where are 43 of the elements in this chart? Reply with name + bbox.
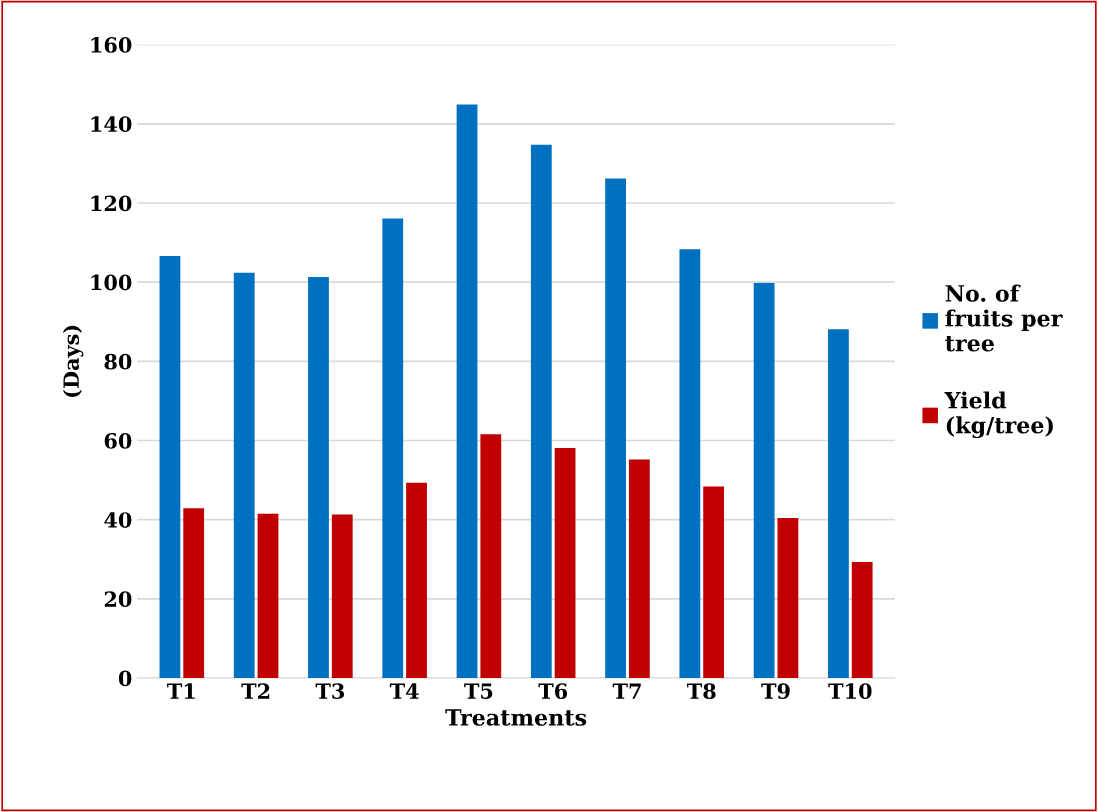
legend-label: No. of fruits per tree [945, 284, 1063, 352]
bar [777, 518, 799, 679]
y-tick-label: 0 [118, 670, 132, 687]
bar [406, 482, 427, 679]
bar [382, 218, 404, 679]
y-tick-label: 100 [91, 274, 132, 291]
bar [183, 508, 205, 679]
bar [554, 448, 576, 679]
bar [530, 144, 552, 679]
bar [308, 277, 329, 679]
x-tick-label: T2 [241, 683, 270, 699]
bar [679, 249, 701, 679]
y-tick-label: 40 [104, 512, 132, 528]
x-tick-label: T10 [828, 683, 872, 700]
x-tick-label: T3 [315, 683, 345, 700]
x-tick-label: T4 [389, 683, 419, 699]
x-tick-label: T8 [686, 683, 716, 700]
y-tick-label: 140 [91, 116, 132, 133]
bar [703, 486, 725, 679]
y-tick-label: 60 [104, 432, 132, 449]
y-tick-label: 20 [104, 591, 132, 608]
bar [851, 562, 873, 679]
bar [331, 514, 353, 679]
x-tick-label: T7 [612, 683, 641, 699]
bar [628, 459, 650, 679]
y-axis-title: (Days) [62, 325, 84, 397]
x-tick-label: T6 [538, 683, 568, 700]
x-axis-title: Treatments [445, 709, 587, 726]
y-tick-label: 160 [91, 37, 132, 53]
x-tick-label: T5 [464, 683, 493, 700]
y-tick-label: 80 [104, 353, 132, 370]
legend-label: Yield (kg/tree) [944, 391, 1053, 439]
y-tick-label: 120 [91, 195, 132, 212]
bar [828, 329, 849, 679]
bar [257, 513, 279, 679]
bar [753, 282, 775, 679]
x-tick-label: T9 [761, 683, 790, 700]
bar [159, 256, 181, 679]
x-tick-label: T1 [167, 683, 195, 699]
bar [456, 104, 478, 679]
bar [233, 272, 255, 679]
bar [605, 178, 626, 679]
bar [480, 434, 502, 679]
